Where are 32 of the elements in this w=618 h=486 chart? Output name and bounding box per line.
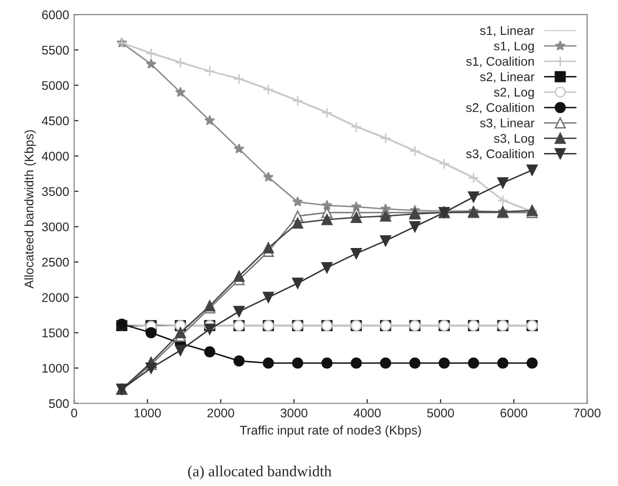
x-tick-label: 3000	[280, 408, 308, 418]
x-tick-label: 7000	[574, 408, 601, 418]
legend-label: s2, Log	[494, 88, 534, 100]
y-tick-label: 6000	[42, 10, 69, 20]
legend-label: s3, Coalition	[466, 149, 534, 160]
y-tick-label: 5500	[42, 46, 69, 55]
legend-label: s2, Linear	[480, 72, 534, 83]
legend-label: s2, Coalition	[466, 102, 534, 114]
x-tick-label: 6000	[500, 408, 528, 418]
y-tick-label: 500	[48, 399, 69, 408]
y-tick-label: 4000	[42, 152, 69, 161]
legend-label: s1, Linear	[480, 26, 534, 36]
y-tick-label: 3000	[42, 222, 69, 232]
y-tick-label: 5000	[42, 81, 69, 90]
x-tick-label: 1000	[134, 408, 161, 418]
x-axis-title: Traffic input rate of node3 (Kbps)	[240, 425, 421, 438]
x-tick-label: 4000	[354, 408, 381, 418]
x-tick-label: 2000	[207, 408, 234, 418]
y-tick-label: 1500	[42, 328, 69, 338]
y-tick-label: 1000	[42, 364, 69, 373]
x-tick-label: 5000	[427, 408, 454, 418]
legend-label: s3, Log	[494, 134, 534, 146]
legend-label: s1, Coalition	[466, 56, 534, 68]
text: (a) allocated bandwidth	[188, 466, 332, 480]
x-tick-label: 0	[71, 408, 78, 418]
y-axis-title: Allocateed bandwidth (Kbps)	[24, 130, 36, 289]
y-tick-label: 4500	[42, 116, 69, 126]
legend-label: s1, Log	[494, 42, 534, 53]
legend-label: s3, Linear	[480, 118, 534, 129]
y-tick-label: 2000	[42, 293, 69, 302]
y-tick-label: 3500	[42, 187, 69, 196]
y-tick-label: 2500	[42, 258, 69, 267]
